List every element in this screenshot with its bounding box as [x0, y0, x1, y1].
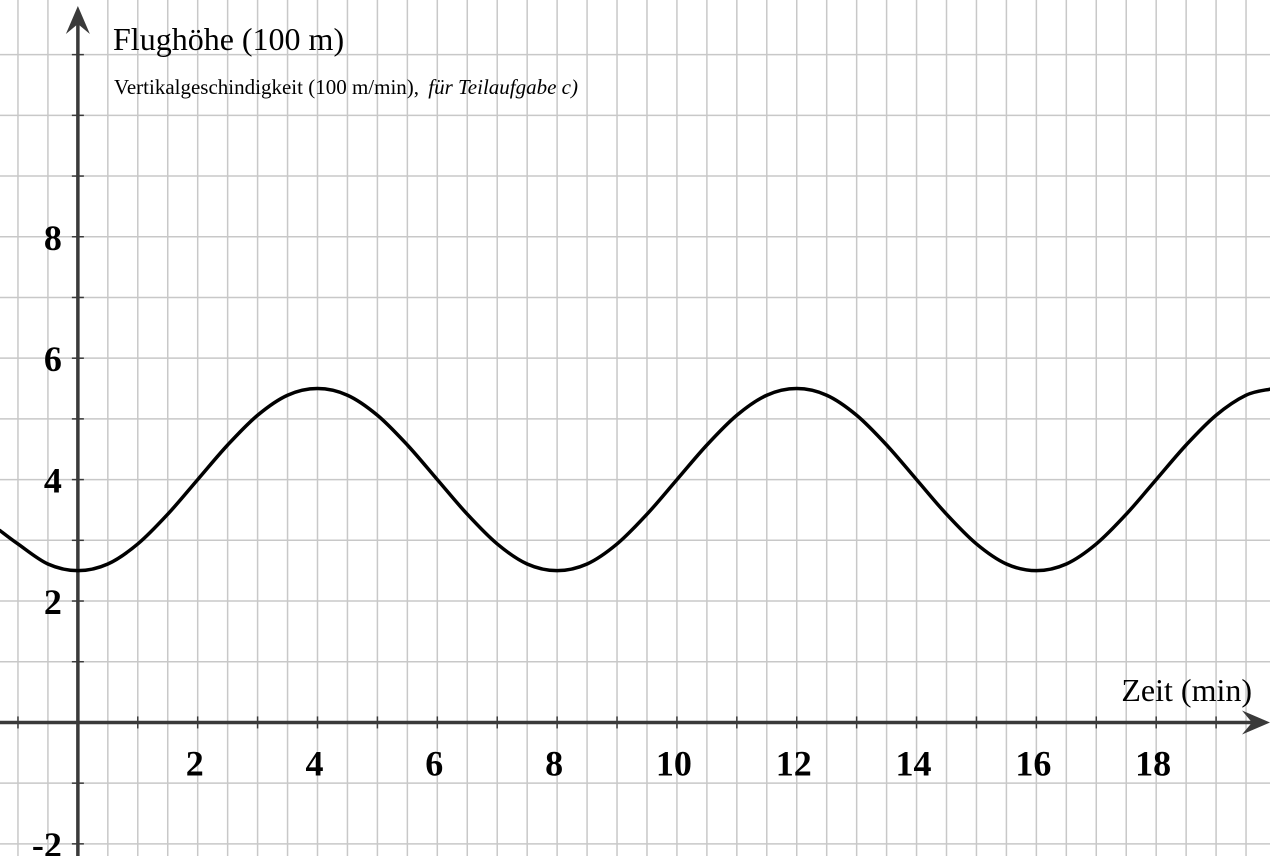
plot-area: [0, 386, 1270, 573]
y-tick-label: 2: [44, 582, 62, 622]
x-axis-title: Zeit (min): [1121, 672, 1252, 708]
y-axis-arrow: [65, 6, 90, 34]
x-tick-label: 4: [306, 743, 324, 783]
x-tick-label: 6: [425, 743, 443, 783]
x-tick-label: 16: [1015, 743, 1051, 783]
y-tick-label: -2: [32, 825, 62, 856]
x-tick-label: 12: [776, 743, 812, 783]
tick-labels: 2 4 6 8 10 12 14 16 18 2 4 6 8 -2: [32, 218, 1171, 856]
y-tick-label: 6: [44, 339, 62, 379]
x-axis-arrow: [1242, 710, 1270, 735]
x-tick-label: 2: [186, 743, 204, 783]
x-tick-label: 14: [896, 743, 932, 783]
series-line-0: [0, 386, 1270, 573]
y-tick-label: 4: [44, 461, 62, 501]
y-axis-subtitle-italic: für Teilaufgabe c): [428, 75, 578, 99]
axes: [0, 6, 1270, 856]
y-tick-label: 8: [44, 218, 62, 258]
x-tick-label: 10: [656, 743, 692, 783]
y-axis-subtitle-main: Vertikalgeschindigkeit (100 m/min),: [114, 75, 419, 99]
x-tick-label: 18: [1135, 743, 1171, 783]
y-axis-subtitle: Vertikalgeschindigkeit (100 m/min), für …: [114, 75, 578, 99]
y-axis-title: Flughöhe (100 m): [113, 21, 344, 57]
x-tick-label: 8: [545, 743, 563, 783]
